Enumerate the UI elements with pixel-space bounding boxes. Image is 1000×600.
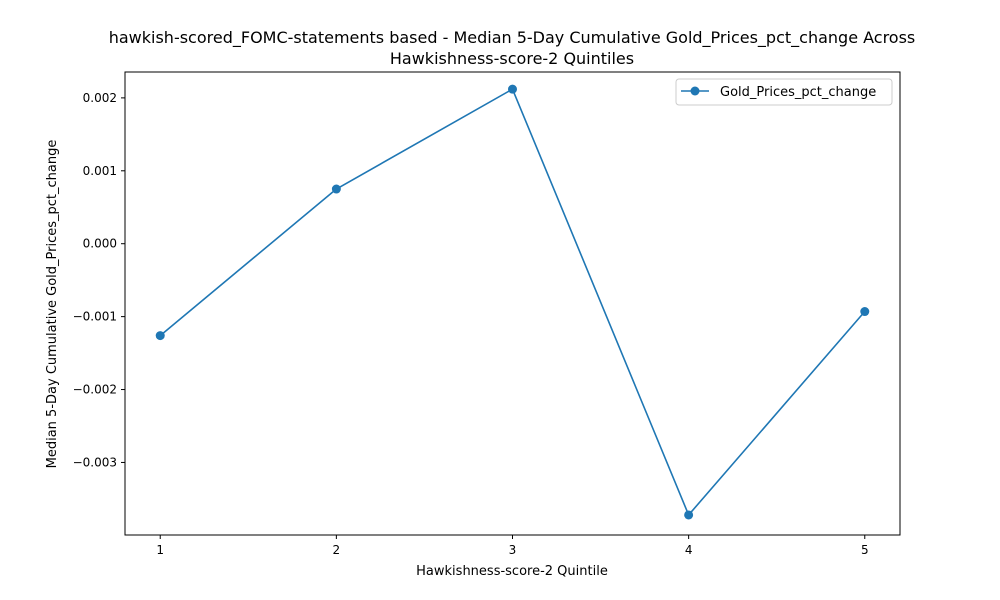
data-point — [331, 184, 341, 194]
y-tick-label: −0.001 — [73, 310, 117, 324]
legend-box — [675, 78, 893, 106]
chart-title-line-2: Hawkishness-score-2 Quintiles — [390, 49, 634, 68]
y-axis-label: Median 5-Day Cumulative Gold_Prices_pct_… — [45, 140, 60, 469]
legend-marker-swatch — [690, 86, 700, 96]
plot-frame — [124, 71, 901, 536]
data-point — [155, 331, 165, 341]
x-tick-label: 5 — [861, 543, 869, 557]
y-tick-label: 0.000 — [83, 237, 117, 251]
y-tick-label: −0.002 — [73, 383, 117, 397]
x-tick-label: 3 — [509, 543, 517, 557]
y-tick-label: −0.003 — [73, 455, 117, 469]
y-tick-label: 0.002 — [83, 91, 117, 105]
x-tick-label: 1 — [156, 543, 164, 557]
data-point — [508, 84, 517, 94]
legend: Gold_Prices_pct_change — [675, 78, 893, 106]
chart-title-line-1: hawkish-scored_FOMC-statements based - M… — [109, 28, 916, 48]
x-axis-label: Hawkishness-score-2 Quintile — [416, 564, 608, 579]
x-tick-label: 4 — [685, 543, 693, 557]
x-tick-label: 2 — [333, 543, 341, 557]
plot-area: 1 2 3 4 5 −0.003 −0.002 −0.001 0.000 0.001 0.002 — [73, 84, 870, 557]
legend-label: Gold_Prices_pct_change — [720, 85, 876, 100]
y-tick-label: 0.001 — [83, 164, 117, 178]
data-point — [860, 307, 870, 317]
data-point — [684, 510, 694, 520]
